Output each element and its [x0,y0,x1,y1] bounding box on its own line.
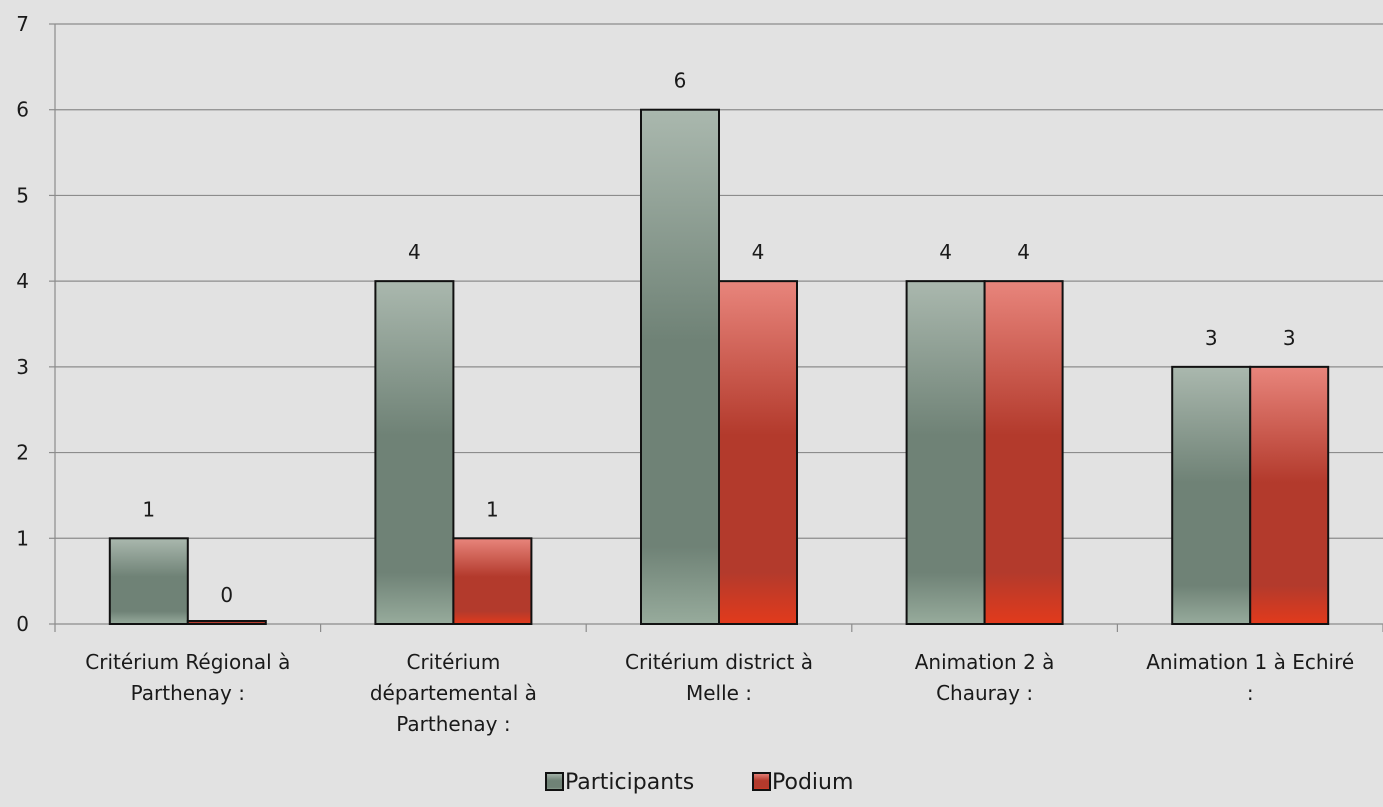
bar-participants [108,537,189,625]
x-category-label-line: Melle : [686,681,752,705]
y-tick-label: 3 [16,355,29,379]
x-category-label-line: Parthenay : [131,681,245,705]
x-category-label-line: Critérium [406,650,500,674]
x-category-label-line: Animation 1 à Echiré [1146,650,1354,674]
bar-participants [905,280,986,625]
bar-podium [1249,365,1330,625]
bar-participants [1171,365,1252,625]
x-category-label-line: Animation 2 à [915,650,1055,674]
legend-swatch-podium [752,772,771,791]
y-tick-label: 1 [16,526,29,550]
x-category-label-line: Critérium Régional à [85,650,290,674]
data-label: 1 [142,497,155,521]
bar-podium [452,537,533,625]
data-label: 6 [674,69,687,93]
data-labels: 1 0 4 1 6 4 4 4 3 3 [142,69,1295,607]
bar-participants [640,108,720,625]
x-category-label-line: : [1247,681,1254,705]
bar-participants [374,280,455,625]
data-label: 4 [752,240,765,264]
x-category-label-line: Critérium district à [625,650,813,674]
legend-label-participants: Participants [565,770,694,795]
data-label: 4 [408,240,421,264]
data-label: 3 [1205,326,1218,350]
data-label: 3 [1283,326,1296,350]
x-category-label-line: Parthenay : [396,712,510,736]
bar-podium [983,280,1064,625]
y-tick-label: 4 [16,269,29,293]
legend-swatch-participants [545,772,564,791]
x-category-label: Critérium Régional à Parthenay : [85,650,290,705]
x-category-label: Animation 1 à Echiré: [1146,650,1354,705]
x-category-label-line: Chauray : [936,681,1033,705]
x-category-label: Critérium départemental à Parthenay : [370,650,537,736]
x-category-label: Critérium district à Melle : [625,650,813,705]
bar-podium [718,280,798,625]
legend: Participants Podium [545,770,853,795]
data-label: 1 [486,497,499,521]
y-tick-label: 6 [16,98,29,122]
bar-podium [186,620,267,625]
y-tick-label: 2 [16,441,29,465]
y-tick-label: 5 [16,183,29,207]
x-category-label-line: départemental à [370,681,537,705]
data-label: 0 [220,583,233,607]
y-tick-label: 7 [16,12,29,36]
x-category-label: Animation 2 à Chauray : [915,650,1055,705]
legend-label-podium: Podium [772,770,853,795]
data-label: 4 [1017,240,1030,264]
y-tick-label: 0 [16,612,29,636]
data-label: 4 [939,240,952,264]
bars [108,108,1330,625]
